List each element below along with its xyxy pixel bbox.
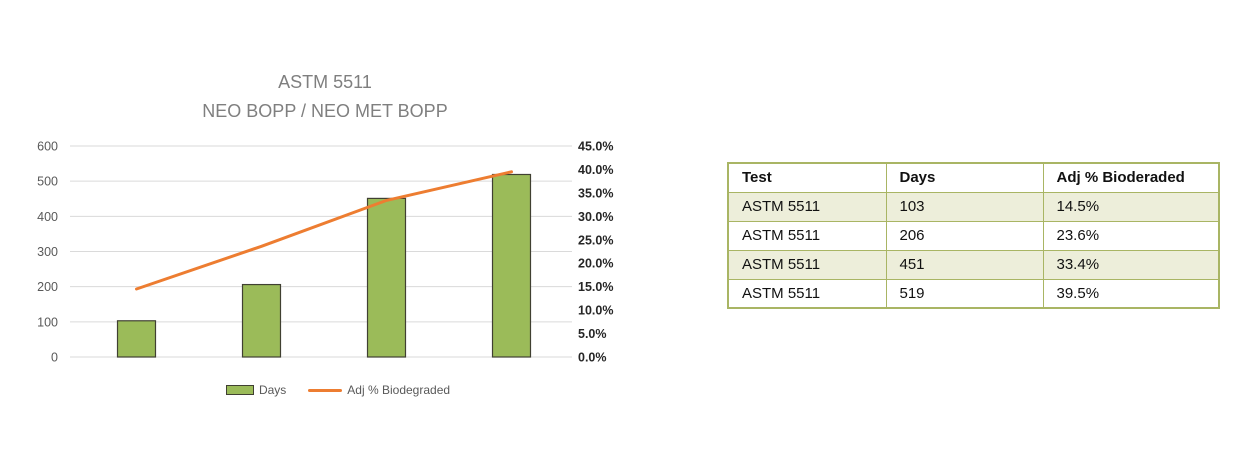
table-row: ASTM 5511 519 39.5%	[727, 278, 1220, 309]
data-table-panel: Test Days Adj % Bioderaded ASTM 5511 103 14.…	[727, 162, 1220, 309]
table-row: ASTM 5511 206 23.6%	[727, 220, 1220, 251]
left-axis-tick-label: 0	[51, 351, 58, 365]
left-axis-tick-label: 100	[37, 315, 58, 329]
left-axis-tick-label: 500	[37, 175, 58, 189]
cell-adj-pct: 23.6%	[1042, 220, 1220, 251]
table-row: ASTM 5511 451 33.4%	[727, 249, 1220, 280]
left-axis-tick-label: 300	[37, 245, 58, 259]
cell-days: 451	[885, 249, 1044, 280]
cell-adj-pct: 39.5%	[1042, 278, 1220, 309]
cell-days: 206	[885, 220, 1044, 251]
days-bar	[116, 320, 157, 358]
biodegraded-line-swatch-icon	[308, 388, 343, 392]
table-row: ASTM 5511 103 14.5%	[727, 191, 1220, 222]
biodegraded-line	[135, 170, 513, 291]
days-bar	[366, 197, 407, 358]
legend-days-label: Days	[258, 383, 287, 397]
left-axis-tick-label: 600	[37, 140, 58, 154]
right-axis-tick-label: 40.0%	[578, 163, 613, 177]
right-axis-tick-label: 35.0%	[578, 186, 613, 200]
right-axis-tick-label: 30.0%	[578, 210, 613, 224]
days-bar	[491, 173, 532, 358]
table-header-row: Test Days Adj % Bioderaded	[727, 162, 1220, 193]
cell-test: ASTM 5511	[727, 278, 887, 309]
combo-chart: 0 100 200 300 400 500 600 0.0% 5.0% 10.0% 15.0% 20.…	[37, 140, 613, 365]
cell-adj-pct: 14.5%	[1042, 191, 1220, 222]
cell-adj-pct: 33.4%	[1042, 249, 1220, 280]
chart-title-block: ASTM 5511 NEO BOPP / NEO MET BOPP	[55, 68, 595, 126]
cell-days: 103	[885, 191, 1044, 222]
chart-legend: Days Adj % Biodegraded	[28, 381, 648, 399]
right-axis-tick-label: 0.0%	[578, 351, 607, 365]
right-axis-tick-label: 20.0%	[578, 257, 613, 271]
right-axis-tick-label: 15.0%	[578, 280, 613, 294]
left-axis-tick-label: 200	[37, 280, 58, 294]
right-axis-tick-label: 45.0%	[578, 140, 613, 154]
legend-biodegraded-label: Adj % Biodegraded	[347, 383, 451, 397]
cell-days: 519	[885, 278, 1044, 309]
chart-title: ASTM 5511	[278, 72, 372, 92]
header-cell-test: Test	[727, 162, 887, 193]
days-bar-swatch-icon	[225, 385, 254, 395]
cell-test: ASTM 5511	[727, 191, 887, 222]
days-bar	[241, 283, 282, 358]
cell-test: ASTM 5511	[727, 220, 887, 251]
results-table: Test Days Adj % Bioderaded ASTM 5511 103 14.…	[727, 162, 1220, 309]
right-axis-tick-label: 5.0%	[578, 327, 607, 341]
left-axis-tick-label: 400	[37, 210, 58, 224]
legend-item-days: Days	[225, 383, 287, 397]
right-axis-tick-label: 10.0%	[578, 304, 613, 318]
right-axis-tick-label: 25.0%	[578, 233, 613, 247]
legend-item-biodegraded: Adj % Biodegraded	[308, 383, 450, 397]
combo-chart-panel: ASTM 5511 NEO BOPP / NEO MET BOPP 0 100 20…	[28, 68, 648, 399]
header-cell-days: Days	[885, 162, 1044, 193]
chart-subtitle: NEO BOPP / NEO MET BOPP	[202, 101, 448, 121]
header-cell-adj-pct: Adj % Bioderaded	[1042, 162, 1220, 193]
cell-test: ASTM 5511	[727, 249, 887, 280]
